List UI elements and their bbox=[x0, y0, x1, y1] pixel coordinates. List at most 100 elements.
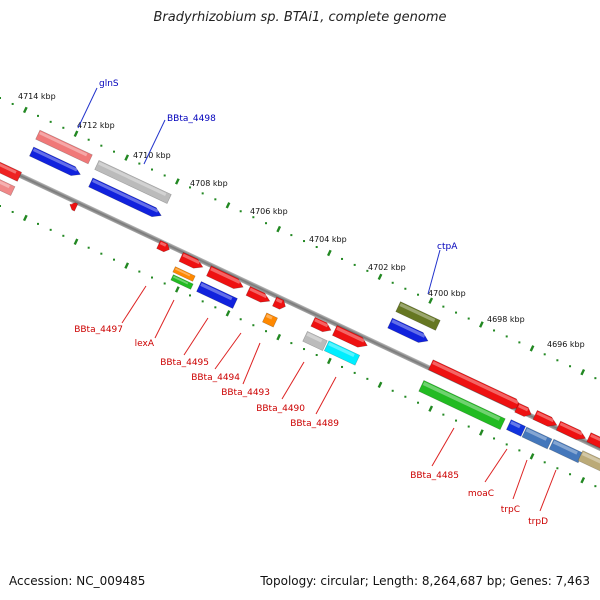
gene-red-long bbox=[428, 359, 522, 410]
label-leader-line bbox=[121, 285, 147, 324]
tick-dot bbox=[404, 395, 407, 398]
tick-dot bbox=[201, 192, 204, 195]
gene-BBta_4495-top bbox=[206, 265, 244, 289]
tick-dot bbox=[493, 437, 496, 440]
label-leader-line bbox=[242, 342, 261, 385]
gene-label: BBta_4489 bbox=[290, 419, 339, 429]
tick-dot bbox=[391, 281, 394, 284]
tick-mark-major bbox=[479, 321, 484, 328]
tick-dot bbox=[543, 461, 546, 464]
tick-mark-major bbox=[174, 178, 180, 185]
tick-dot bbox=[569, 365, 572, 368]
upper-tick-row bbox=[0, 97, 597, 380]
tick-mark-major bbox=[428, 297, 434, 304]
gene-BBta_4494 bbox=[245, 285, 271, 303]
tick-mark-major bbox=[225, 202, 231, 209]
tick-label: 4704 kbp bbox=[309, 235, 347, 244]
tick-dot bbox=[290, 342, 293, 345]
tick-dot bbox=[189, 294, 192, 297]
tick-dot bbox=[189, 186, 192, 189]
tick-dot bbox=[417, 293, 420, 296]
tick-mark-major bbox=[529, 453, 535, 460]
tick-dot bbox=[569, 473, 572, 476]
tick-dot bbox=[62, 234, 65, 237]
tick-dot bbox=[49, 120, 52, 123]
tick-dot bbox=[467, 425, 470, 428]
tick-dot bbox=[442, 413, 445, 416]
gene-BBta_4485 bbox=[418, 380, 506, 430]
gene-red-9 bbox=[532, 409, 558, 427]
gene-trpC bbox=[521, 426, 553, 450]
tick-dot bbox=[201, 300, 204, 303]
gene-BBta_4495 bbox=[196, 281, 238, 309]
label-leader-line bbox=[539, 469, 557, 512]
label-leader-line bbox=[183, 317, 209, 356]
genome-summary: Topology: circular; Length: 8,264,687 bp… bbox=[260, 574, 590, 588]
tick-dot bbox=[290, 234, 293, 237]
tick-dot bbox=[417, 401, 420, 404]
tick-label: 4708 kbp bbox=[190, 179, 228, 188]
tick-dot bbox=[518, 341, 521, 344]
gene-label: BBta_4497 bbox=[74, 325, 123, 335]
tick-dot bbox=[341, 257, 344, 260]
map-title: Bradyrhizobium sp. BTAi1, complete genom… bbox=[153, 10, 447, 25]
gene-red-3 bbox=[178, 251, 204, 269]
tick-dot bbox=[455, 311, 458, 314]
gene-red-8 bbox=[514, 402, 532, 417]
tick-dot bbox=[113, 258, 116, 261]
gene-BBta_4493 bbox=[262, 312, 278, 328]
tick-mark-major bbox=[22, 106, 28, 114]
tick-label: 4714 kbp bbox=[18, 92, 56, 101]
tick-dot bbox=[366, 269, 369, 272]
tick-mark-major bbox=[276, 333, 282, 341]
tick-dot bbox=[87, 246, 90, 249]
label-leader-line bbox=[315, 376, 337, 415]
tick-dot bbox=[315, 246, 318, 249]
tick-dot bbox=[87, 138, 90, 141]
gene-label: ctpA bbox=[437, 242, 458, 252]
gene-blue-2 bbox=[88, 177, 162, 218]
tick-dot bbox=[265, 330, 268, 333]
tick-dot bbox=[163, 282, 166, 285]
gene-red-7 bbox=[331, 324, 368, 348]
tick-mark-major bbox=[326, 357, 332, 365]
tick-mark-major bbox=[428, 405, 434, 412]
gene-blue-1 bbox=[29, 146, 81, 176]
label-leader-line bbox=[512, 459, 528, 500]
tick-label: 4712 kbp bbox=[77, 121, 115, 130]
tick-dot bbox=[594, 485, 597, 488]
tick-dot bbox=[265, 222, 268, 225]
gene-red-5 bbox=[272, 296, 286, 310]
tick-mark-major bbox=[124, 262, 130, 269]
tick-mark-major bbox=[580, 476, 586, 484]
tick-label: 4700 kbp bbox=[428, 289, 466, 298]
tick-dot bbox=[49, 228, 52, 231]
tick-dot bbox=[594, 377, 597, 380]
accession-label: Accession: NC_009485 bbox=[9, 574, 146, 588]
tick-dot bbox=[353, 263, 356, 266]
gene-label: BBta_4498 bbox=[167, 114, 216, 124]
tick-label: 4710 kbp bbox=[133, 151, 171, 160]
tick-dot bbox=[505, 335, 508, 338]
tick-dot bbox=[252, 324, 255, 327]
tick-dot bbox=[11, 210, 14, 213]
tick-dot bbox=[0, 205, 1, 207]
gene-red-10 bbox=[555, 420, 587, 440]
gene-tan bbox=[577, 450, 600, 474]
tick-mark-major bbox=[326, 249, 332, 257]
tick-label: 4702 kbp bbox=[368, 263, 406, 272]
tick-dot bbox=[214, 306, 217, 309]
tick-dot bbox=[252, 216, 255, 219]
label-leader-line bbox=[431, 427, 455, 467]
tick-dot bbox=[556, 359, 559, 362]
tick-dot bbox=[543, 353, 546, 356]
tick-dot bbox=[556, 467, 559, 470]
label-leader-line bbox=[77, 87, 98, 129]
gene-red-11 bbox=[586, 432, 600, 450]
tick-label: 4696 kbp bbox=[547, 340, 585, 349]
tick-dot bbox=[467, 317, 470, 320]
tick-dot bbox=[11, 102, 14, 105]
gene-trpD bbox=[548, 438, 584, 464]
